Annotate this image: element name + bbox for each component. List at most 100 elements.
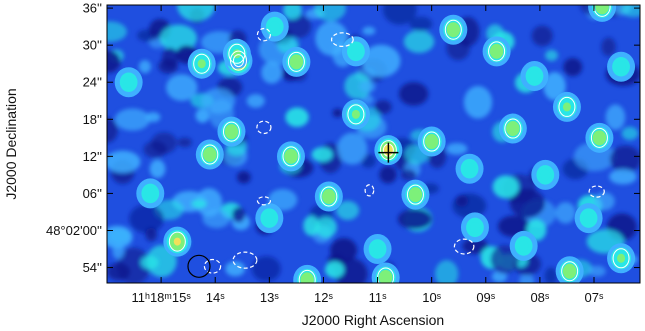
blob-level — [292, 57, 301, 67]
positive-contour — [320, 186, 338, 207]
noise-patch — [107, 150, 141, 173]
noise-patch — [107, 117, 118, 143]
noise-patch — [519, 274, 535, 283]
blob-level — [173, 237, 181, 246]
blob-level — [470, 221, 480, 233]
noise-patch — [315, 216, 337, 238]
noise-patch — [563, 57, 583, 77]
negative-contour — [256, 27, 272, 42]
blob-level — [565, 266, 574, 276]
emission-blob — [276, 141, 305, 172]
noise-patch — [435, 260, 459, 283]
noise-patch — [145, 112, 161, 123]
noise-patch — [149, 159, 166, 179]
noise-patch — [201, 88, 236, 114]
emission-blob — [114, 67, 143, 98]
noise-patch — [225, 261, 246, 277]
blob-level — [351, 45, 361, 57]
blob-level — [540, 169, 551, 181]
emission-blob — [314, 181, 343, 212]
y-tick-label: 36'' — [83, 1, 102, 16]
y-tick-label: 06'' — [83, 186, 102, 201]
negative-contour — [256, 196, 272, 206]
emission-blob — [163, 226, 192, 257]
negative-contour — [588, 185, 605, 198]
y-tick-label: 54'' — [83, 260, 102, 275]
noise-patch — [359, 80, 376, 93]
negative-contour — [453, 238, 475, 255]
blob-level — [616, 253, 626, 263]
noise-patch — [531, 25, 553, 47]
x-tick-label: 12ˢ — [314, 290, 333, 305]
x-tick-label: 10ˢ — [422, 290, 441, 305]
positive-contour-inner — [232, 54, 244, 68]
blob-level — [264, 212, 275, 224]
noise-patch — [261, 61, 283, 84]
noise-patch — [166, 74, 198, 101]
blob-level — [351, 109, 360, 119]
emission-blob — [520, 61, 549, 92]
noise-patch — [609, 169, 637, 185]
positive-contour — [193, 53, 211, 74]
positive-contour — [298, 269, 316, 283]
noise-patch — [374, 100, 392, 114]
y-tick-label: 48°02'00'' — [46, 223, 102, 238]
overlay-marks — [187, 142, 399, 278]
noise-patch — [452, 193, 487, 219]
emission-blob — [136, 178, 165, 209]
blob-level — [595, 133, 604, 143]
noise-patch — [462, 238, 489, 255]
noise-patch — [555, 202, 576, 224]
noise-patch — [398, 82, 429, 106]
noise-patch — [137, 29, 159, 42]
negative-contour — [364, 184, 375, 197]
blob-level — [616, 61, 626, 73]
noise-patch — [191, 199, 207, 209]
noise-patch — [337, 132, 368, 165]
blob-level — [449, 25, 458, 35]
blob-level — [492, 46, 501, 56]
blob-level — [145, 187, 156, 199]
noise-patch — [543, 72, 566, 101]
noise-patch — [379, 165, 397, 184]
positive-contour — [558, 96, 576, 117]
emission-blob — [341, 99, 370, 130]
emission-blob — [222, 38, 251, 69]
y-tick-label: 18'' — [83, 112, 102, 127]
positive-contour — [287, 51, 305, 72]
y-axis-label: J2000 Declination — [3, 88, 19, 199]
y-tick-label: 12'' — [83, 149, 102, 164]
plot-frame — [106, 4, 641, 284]
noise-patch — [361, 44, 401, 78]
noise-patch — [138, 60, 152, 74]
positive-contour — [504, 118, 522, 139]
emission-blob — [260, 11, 289, 42]
emission-blob — [455, 153, 484, 184]
y-axis-ticks: 36'' 30'' 24'' 18'' 12'' 06'' 48°02'00'' 54'' — [46, 1, 640, 275]
noise-patch — [403, 30, 435, 54]
blob-level — [372, 243, 383, 255]
x-tick-label: 09ˢ — [476, 290, 495, 305]
x-tick-label: 07ˢ — [585, 290, 604, 305]
y-tick-label: 30'' — [83, 38, 102, 53]
noise-patch — [143, 140, 167, 158]
positive-contour — [561, 261, 579, 282]
noise-patch — [445, 142, 468, 155]
blob-level — [286, 151, 296, 161]
noise-patch — [314, 5, 346, 22]
noise-patch — [232, 207, 245, 223]
emission-blob — [195, 139, 224, 170]
emission-blob — [585, 122, 614, 153]
emission-blob — [460, 212, 489, 243]
emission-blob — [555, 256, 584, 283]
positive-contour — [406, 184, 424, 205]
noise-patch — [605, 104, 626, 130]
emission-blob — [498, 113, 527, 144]
noise-patch — [285, 107, 309, 127]
emission-blob — [439, 14, 468, 45]
noise-patch — [303, 215, 320, 236]
noise-patch — [609, 145, 640, 173]
noise-patch — [332, 108, 343, 118]
noise-patch — [107, 50, 121, 73]
noise-patch — [544, 267, 558, 283]
